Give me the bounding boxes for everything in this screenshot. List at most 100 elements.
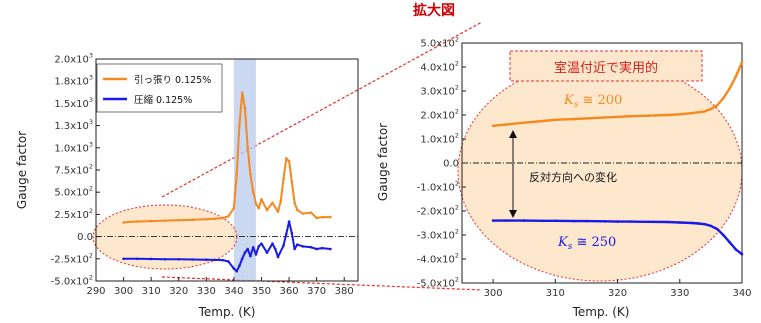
- overview-series-tension-point: [227, 214, 230, 218]
- opposite-direction-annotation: 反対方向への変化: [529, 170, 617, 184]
- zoom-series-tension-point: [616, 115, 619, 119]
- overview-x-axis-label: Temp. (K): [198, 305, 256, 319]
- zoom-y-tick-label: -3.0x102: [417, 228, 459, 242]
- overview-x-tick-label: 310: [142, 286, 161, 297]
- overview-series-tension-point: [276, 210, 280, 214]
- legend-box: [96, 63, 223, 113]
- ks-tension-annotation: Ks ≅ 200: [563, 93, 622, 110]
- zoom-series-compression-point: [690, 221, 694, 225]
- overview-series-tension-point: [249, 173, 252, 176]
- overview-series-compression-point: [260, 242, 263, 246]
- overview-y-tick-label: 1.3x103: [54, 118, 93, 132]
- overview-x-tick-label: 370: [307, 286, 326, 297]
- overview-series-tension-point: [240, 91, 244, 95]
- zoom-series-tension-point: [678, 112, 682, 116]
- overview-series-compression-point: [235, 269, 238, 273]
- overview-series-compression-point: [273, 247, 277, 251]
- overview-y-tick-label: 1.5x103: [54, 96, 93, 110]
- zoom-series-compression-point: [697, 222, 700, 225]
- overview-series-compression-point: [251, 245, 255, 249]
- overview-series-tension-point: [309, 211, 313, 214]
- zoom-series-compression-point: [491, 219, 495, 222]
- overview-series-compression-point: [240, 257, 244, 261]
- overview-series-compression-point: [136, 257, 139, 261]
- zoom-series-compression-point: [666, 220, 669, 224]
- zoom-series-compression-point: [554, 219, 557, 223]
- zoom-y-tick-label: 2.0x102: [420, 108, 459, 122]
- zoom-series-tension-point: [572, 117, 576, 121]
- overview-y-tick-label: 0.0: [77, 232, 93, 243]
- zoom-x-tick-label: 340: [732, 288, 751, 299]
- overview-series-compression-point: [301, 245, 305, 248]
- overview-series-compression-point: [315, 247, 318, 251]
- zoom-series-compression-point: [728, 240, 731, 244]
- zoom-series-tension-point: [734, 75, 738, 78]
- zoom-series-tension-point: [647, 114, 650, 118]
- zoom-series-compression-point: [722, 233, 725, 237]
- overview-series-tension-point: [243, 106, 247, 110]
- zoom-series-tension-point: [703, 110, 706, 113]
- overview-series-compression-point: [191, 258, 194, 261]
- overview-series-compression-point: [149, 257, 153, 261]
- zoom-series-compression-point: [715, 227, 719, 231]
- zoom-x-tick-label: 330: [670, 288, 689, 299]
- zoom-series-tension-point: [690, 111, 694, 115]
- overview-x-tick-label: 320: [169, 286, 188, 297]
- legend-label-tension: 引っ張り 0.125%: [134, 75, 211, 86]
- zoom-y-tick-label: 5.0x102: [420, 36, 459, 50]
- overview-series-tension-point: [271, 201, 274, 205]
- overview-series-compression-point: [284, 232, 288, 236]
- overview-series-compression-point: [282, 244, 285, 247]
- overview-series-tension-point: [149, 219, 153, 223]
- overview-x-tick-label: 300: [114, 286, 133, 297]
- zoom-series-tension-point: [728, 87, 731, 90]
- overview-series-tension-point: [287, 159, 291, 163]
- overview-series-compression-point: [205, 258, 208, 261]
- ks-compression-annotation: Ks ≅ 250: [557, 235, 616, 252]
- overview-series-tension-point: [265, 208, 269, 212]
- overview-series-tension-point: [213, 217, 216, 221]
- overview-series-tension-point: [205, 217, 208, 221]
- zoom-headline: 室温付近で実用的: [554, 60, 658, 76]
- overview-y-tick-label: 2.5x102: [54, 207, 93, 221]
- overview-x-tick-label: 350: [252, 286, 271, 297]
- zoom-series-tension-point: [603, 116, 607, 119]
- overview-series-tension-point: [282, 177, 285, 181]
- overview-series-compression-point: [227, 260, 230, 263]
- overview-x-tick-label: 330: [197, 286, 216, 297]
- overview-series-tension-point: [177, 218, 181, 222]
- overview-series-tension-point: [232, 206, 236, 210]
- zoom-series-compression-point: [522, 219, 526, 222]
- overview-x-tick-label: 380: [335, 286, 354, 297]
- overview-x-tick-label: 360: [280, 286, 299, 297]
- zoom-series-compression-point: [734, 248, 738, 251]
- overview-series-tension-point: [136, 220, 139, 223]
- overview-series-tension-point: [257, 206, 261, 210]
- overview-series-compression-point: [238, 264, 241, 268]
- zoom-series-tension-point: [709, 107, 713, 111]
- overview-series-compression-point: [122, 257, 125, 261]
- overview-series-tension-point: [246, 146, 249, 150]
- zoom-series-compression-point: [603, 220, 607, 223]
- zoom-series-compression-point: [585, 219, 588, 223]
- overview-series-compression-point: [254, 253, 258, 256]
- zoom-series-tension-point: [541, 119, 545, 123]
- overview-series-compression-point: [329, 247, 332, 251]
- overview-series-tension-point: [315, 216, 318, 220]
- overview-series-compression-point: [296, 243, 299, 246]
- zoom-x-tick-label: 320: [608, 288, 627, 299]
- zoom-series-tension-point: [554, 118, 557, 122]
- zoom-series-compression-point: [572, 219, 576, 223]
- difference-arrow-head-top: [509, 130, 517, 138]
- overview-series-compression-point: [287, 220, 291, 223]
- zoom-y-tick-label: -2.0x102: [417, 204, 459, 218]
- overview-series-compression-point: [265, 251, 269, 254]
- overview-series-compression-point: [232, 267, 236, 270]
- zoom-x-tick-label: 300: [484, 288, 503, 299]
- overview-series-tension-point: [122, 221, 125, 224]
- overview-series-tension-point: [301, 212, 305, 215]
- zoom-plot: 拡大図 室温付近で実用的 300 310 320 330 340 5.0x102 4.0x1…: [376, 2, 752, 319]
- overview-y-tick-label: 1.8x103: [54, 74, 93, 88]
- overview-y-tick-label: 7.5x102: [54, 163, 93, 177]
